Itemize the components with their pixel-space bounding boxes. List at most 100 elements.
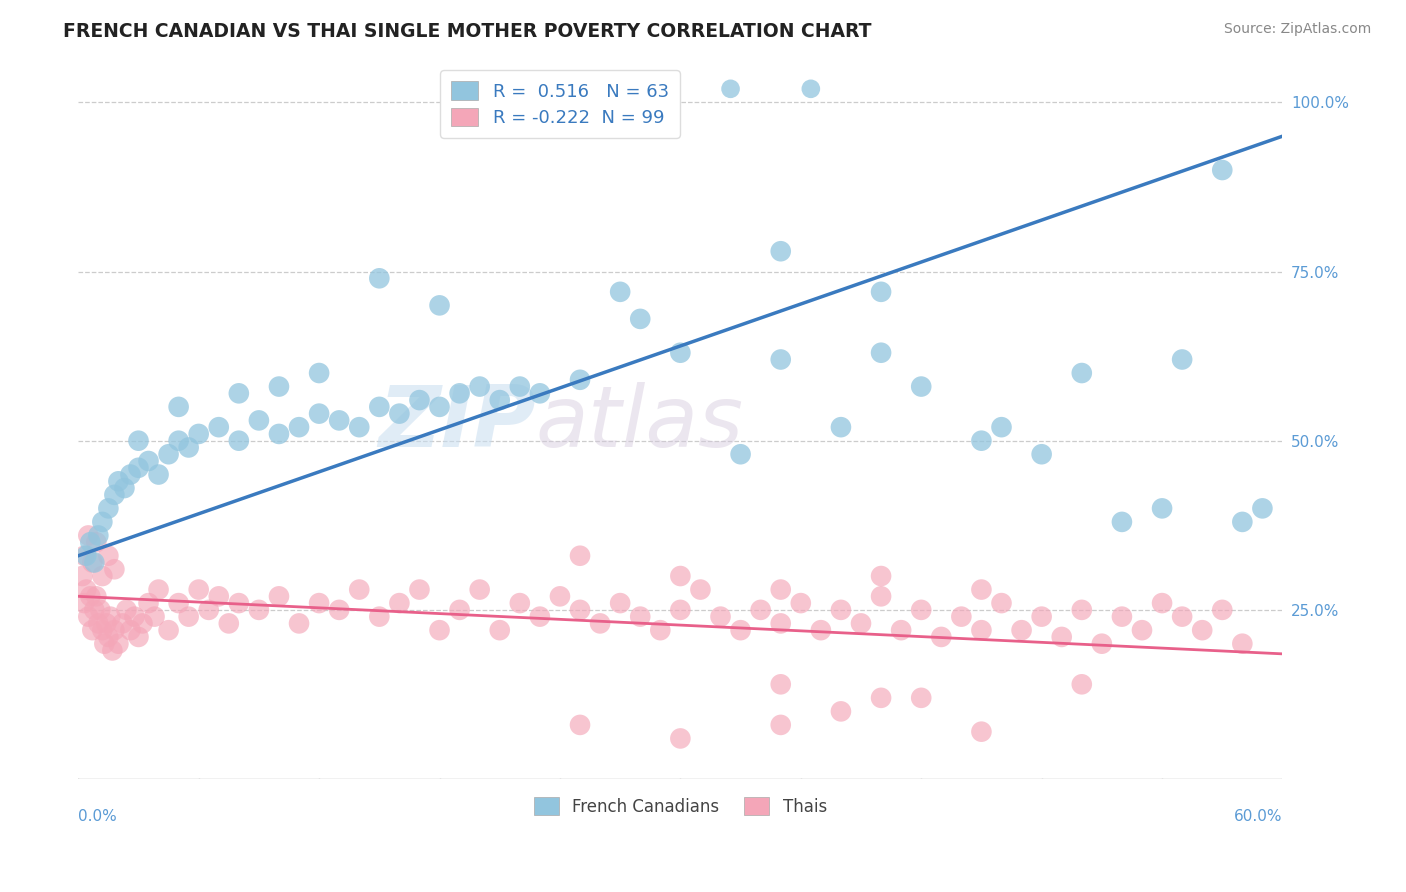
Point (177, 609, 200, 624)
Point (408, 582, 430, 597)
Point (197, 603, 219, 617)
Point (970, 582, 993, 597)
Point (127, 460, 149, 475)
Point (77, 528, 100, 542)
Point (1050, 630, 1073, 644)
Point (138, 454, 160, 468)
Point (1031, 609, 1053, 624)
Point (72, 569, 94, 583)
Point (368, 400, 391, 414)
Text: ZIP: ZIP (378, 383, 536, 466)
Point (1031, 447, 1053, 461)
Point (120, 467, 142, 482)
Legend: French Canadians, Thais: French Canadians, Thais (526, 789, 835, 824)
Point (689, 582, 711, 597)
Point (247, 413, 270, 427)
Point (1070, 366, 1092, 380)
Point (990, 420, 1012, 434)
Point (870, 285, 893, 299)
Point (669, 345, 692, 359)
Point (308, 407, 330, 421)
Point (79, 535, 101, 549)
Point (910, 379, 932, 393)
Point (187, 582, 209, 597)
Point (870, 569, 893, 583)
Point (288, 420, 311, 434)
Text: atlas: atlas (536, 383, 744, 466)
Point (131, 616, 153, 631)
Point (769, 244, 792, 259)
Point (100, 609, 122, 624)
Point (849, 616, 872, 631)
Point (950, 609, 973, 624)
Point (97, 501, 120, 516)
Point (669, 569, 692, 583)
Point (730, 447, 752, 461)
Point (1251, 501, 1274, 516)
Point (769, 582, 792, 597)
Point (228, 386, 250, 401)
Point (1211, 603, 1233, 617)
Point (120, 623, 142, 637)
Point (870, 345, 893, 359)
Point (143, 609, 166, 624)
Point (488, 393, 510, 408)
Point (870, 590, 893, 604)
Point (79, 590, 101, 604)
Point (769, 616, 792, 631)
Point (429, 400, 451, 414)
Point (1130, 623, 1153, 637)
Point (769, 718, 792, 732)
Point (650, 623, 672, 637)
Point (569, 718, 592, 732)
Point (800, 82, 823, 96)
Point (177, 441, 200, 455)
Point (890, 623, 912, 637)
Point (247, 603, 270, 617)
Point (830, 603, 852, 617)
Point (929, 630, 952, 644)
Point (830, 705, 852, 719)
Point (1091, 637, 1114, 651)
Point (308, 596, 330, 610)
Point (870, 690, 893, 705)
Point (82, 556, 104, 570)
Point (970, 623, 993, 637)
Point (529, 386, 551, 401)
Point (157, 447, 180, 461)
Point (91, 569, 114, 583)
Point (408, 393, 430, 408)
Point (73, 596, 96, 610)
Point (569, 603, 592, 617)
Point (669, 603, 692, 617)
Point (488, 623, 510, 637)
Point (308, 366, 330, 380)
Text: Source: ZipAtlas.com: Source: ZipAtlas.com (1223, 22, 1371, 37)
Point (769, 677, 792, 691)
Point (328, 413, 350, 427)
Point (75, 549, 97, 563)
Point (368, 271, 391, 285)
Point (73, 549, 96, 563)
Point (548, 590, 571, 604)
Point (388, 407, 411, 421)
Point (970, 724, 993, 739)
Point (83, 603, 105, 617)
Point (83, 556, 105, 570)
Point (628, 609, 651, 624)
Point (115, 603, 138, 617)
Point (449, 386, 471, 401)
Point (111, 616, 134, 631)
Point (1111, 609, 1133, 624)
Point (468, 582, 491, 597)
Point (1171, 352, 1194, 367)
Point (709, 609, 731, 624)
Point (910, 690, 932, 705)
Point (86, 535, 108, 549)
Point (749, 603, 772, 617)
Point (529, 609, 551, 624)
Point (167, 400, 190, 414)
Point (148, 467, 170, 482)
Point (1070, 603, 1092, 617)
Point (124, 609, 146, 624)
